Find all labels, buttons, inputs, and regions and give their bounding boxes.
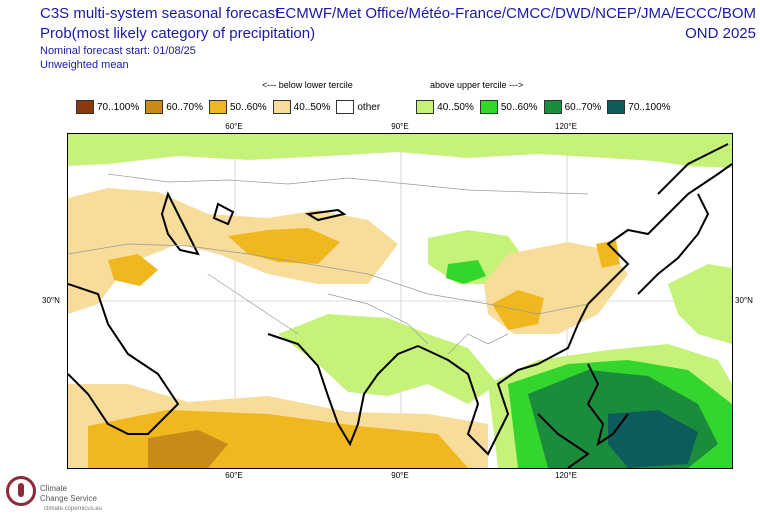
region-below-50-west [108,254,158,286]
coastline-arabia [68,283,180,435]
legend-label: 60..70% [564,101,602,113]
lon-label-top: 60°E [225,122,243,131]
legend-swatch [272,100,291,114]
region-above-40-pacific [668,264,732,344]
legend-label: 40..50% [293,101,331,113]
region-above-40-north [68,134,732,166]
legend-swatch [336,100,355,114]
lat-label-right: 30°N [735,296,753,305]
legend-label: 60..70% [166,101,203,113]
copernicus-logo: Climate Change Service climate.copernicu… [6,476,102,512]
legend-label: 50..60% [500,101,538,113]
legend-label: 70..100% [97,101,140,113]
season-label: OND 2025 [685,25,756,42]
region-above-40-northeast [628,140,732,168]
logo-url: climate.copernicus.eu [44,506,103,512]
legend-item: 70..100% [76,100,139,114]
region-below-40-central-asia [68,188,398,314]
coastline-baikal [305,208,347,222]
above-tercile-label: above upper tercile ---> [430,80,524,90]
forecast-map [67,133,733,469]
mean-type: Unweighted mean [40,59,129,71]
legend-item: other [336,100,380,114]
coastline-okhotsk [657,143,729,195]
lat-label-left: 30°N [42,296,60,305]
coastline-philippines [586,363,629,447]
lon-label-top: 120°E [555,122,577,131]
legend-swatch [208,100,227,114]
region-below-60-indian-ocean [148,430,228,468]
legend-item: 70..100% [607,100,671,114]
legend-label: other [357,101,381,113]
lon-label-bottom: 60°E [225,471,243,480]
lon-label-bottom: 120°E [555,471,577,480]
logo-icon [6,476,36,506]
legend-item: 50..60% [479,100,538,114]
legend: 70..100% 60..70% 50..60% 40..50% other 4… [76,100,677,114]
region-above-50-tibet [446,260,486,284]
coastlines [68,143,732,468]
logo-text: Climate Change Service [40,484,97,504]
legend-item: 50..60% [208,100,267,114]
legend-swatch [416,100,435,114]
below-tercile-label: <--- below lower tercile [262,80,353,90]
title-line-2: Prob(most likely category of precipitati… [40,25,316,42]
title-block: C3S multi-system seasonal forecast Prob(… [40,4,315,72]
legend-swatch [543,100,562,114]
legend-swatch [607,100,626,114]
lon-label-top: 90°E [391,122,409,131]
legend-label: 70..100% [628,101,671,113]
coastline-india [267,333,419,447]
coastline-caspian [160,191,200,256]
title-right-block: ECMWF/Met Office/Météo-France/CMCC/DWD/N… [275,4,756,44]
region-above-70-maritime [608,410,698,468]
legend-label: 40..50% [437,101,474,113]
coastline-aral [212,202,235,226]
legend-item: 60..70% [145,100,203,114]
legend-item: 60..70% [543,100,602,114]
legend-swatch [479,100,498,114]
region-above-40-south-asia [278,314,498,404]
country-borders [68,173,589,355]
forecast-start: Nominal forecast start: 01/08/25 [40,45,196,57]
map-svg [68,134,732,468]
centres-list: ECMWF/Met Office/Météo-France/CMCC/DWD/N… [275,5,756,22]
logo-line-1: Climate [40,484,68,493]
legend-swatch [145,100,164,114]
legend-item: 40..50% [272,100,331,114]
coastline-japan [637,193,710,295]
lon-label-bottom: 90°E [391,471,409,480]
legend-label: 50..60% [229,101,267,113]
title-line-1: C3S multi-system seasonal forecast [40,5,280,22]
legend-swatch [76,100,94,114]
logo-line-2: Change Service [40,494,97,503]
coastline-borneo [537,413,590,468]
coastline-china [537,163,732,365]
legend-item: 40..50% [416,100,474,114]
coastline-indochina [417,345,539,456]
region-below-50-korea [596,240,620,268]
